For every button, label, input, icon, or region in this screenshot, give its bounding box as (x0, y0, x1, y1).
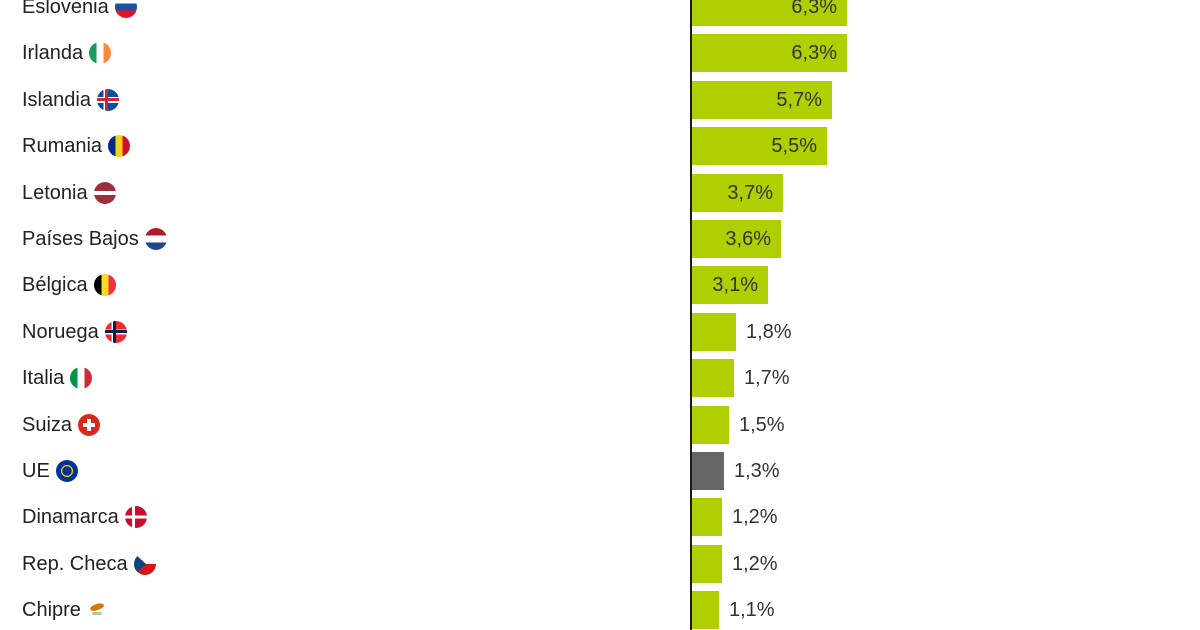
bar (692, 127, 827, 166)
value-label: 5,5% (771, 135, 817, 158)
bar (692, 405, 729, 444)
italy-flag-icon (70, 367, 93, 390)
country-name: Noruega (22, 320, 99, 343)
value-label: 3,1% (712, 274, 758, 297)
bar-row: Italia 1,7% (0, 358, 1200, 398)
category-label: Irlanda (22, 33, 112, 73)
bar-row: Suiza 1,5% (0, 405, 1200, 445)
bar-row: Bélgica 3,1% (0, 265, 1200, 305)
category-label: Italia (22, 358, 93, 398)
bar (692, 359, 734, 398)
bar (692, 0, 847, 26)
bar-row: Rep. Checa 1,2% (0, 544, 1200, 584)
category-label: Bélgica (22, 265, 116, 305)
bar-row: Letonia 3,7% (0, 173, 1200, 213)
switzerland-flag-icon (78, 413, 101, 436)
value-label: 1,2% (732, 506, 778, 529)
value-label: 3,7% (727, 181, 773, 204)
slovenia-flag-icon (114, 0, 137, 18)
eu-flag-icon (55, 460, 78, 482)
bar (692, 544, 722, 583)
category-label: Rep. Checa (22, 544, 156, 584)
bar-row: Noruega 1,8% (0, 312, 1200, 352)
bar (692, 591, 719, 630)
value-label: 1,8% (746, 320, 792, 343)
category-label: Letonia (22, 173, 116, 213)
bar (692, 173, 783, 212)
bar (692, 498, 722, 537)
belgium-flag-icon (93, 274, 116, 297)
latvia-flag-icon (93, 181, 116, 204)
y-axis-line (690, 0, 692, 630)
bar-row: Eslovenia 6,3% (0, 0, 1200, 27)
value-label: 1,1% (729, 599, 775, 622)
netherlands-flag-icon (144, 228, 167, 250)
bar-row: Irlanda 6,3% (0, 33, 1200, 73)
country-name: Rep. Checa (22, 552, 128, 575)
country-name: Dinamarca (22, 506, 119, 529)
category-label: Suiza (22, 405, 101, 445)
country-name: Países Bajos (22, 228, 139, 250)
value-label: 5,7% (776, 88, 822, 111)
country-name: Irlanda (22, 42, 84, 65)
country-name: Chipre (22, 599, 81, 622)
norway-flag-icon (104, 320, 127, 343)
category-label: Chipre (22, 590, 109, 630)
country-name: Bélgica (22, 274, 88, 297)
ireland-flag-icon (89, 42, 112, 65)
bar-row: Dinamarca 1,2% (0, 497, 1200, 537)
bar-row: Rumania 5,5% (0, 126, 1200, 166)
romania-flag-icon (108, 135, 131, 158)
cyprus-flag-icon (87, 599, 109, 621)
category-label: Noruega (22, 312, 127, 352)
bar (692, 220, 781, 258)
country-name: Rumania (22, 135, 103, 158)
category-label: Dinamarca (22, 497, 147, 537)
country-name: Letonia (22, 181, 88, 204)
bar-eu-highlight (692, 452, 724, 490)
bar (692, 34, 847, 73)
bar-row: UE 1,3% (0, 451, 1200, 491)
country-name: Italia (22, 367, 65, 390)
category-label: UE (22, 451, 78, 491)
value-label: 6,3% (791, 42, 837, 65)
bar-row: Chipre 1,1% (0, 590, 1200, 630)
iceland-flag-icon (96, 88, 119, 111)
country-name: UE (22, 460, 50, 482)
category-label: Rumania (22, 126, 131, 166)
value-label: 1,5% (739, 413, 785, 436)
value-label: 6,3% (791, 0, 837, 18)
category-label: Eslovenia (22, 0, 137, 27)
czechia-flag-icon (133, 552, 156, 575)
value-label: 1,3% (734, 460, 780, 482)
category-label: Islandia (22, 80, 119, 120)
bar-row: Islandia 5,7% (0, 80, 1200, 120)
bar (692, 312, 736, 351)
category-label: Países Bajos (22, 219, 167, 259)
bar-row: Países Bajos 3,6% (0, 219, 1200, 259)
bar (692, 80, 832, 119)
value-label: 1,2% (732, 552, 778, 575)
value-label: 3,6% (725, 228, 771, 250)
denmark-flag-icon (124, 506, 147, 529)
country-name: Islandia (22, 88, 91, 111)
value-label: 1,7% (744, 367, 790, 390)
country-name: Eslovenia (22, 0, 109, 18)
bar (692, 266, 768, 305)
country-name: Suiza (22, 413, 73, 436)
